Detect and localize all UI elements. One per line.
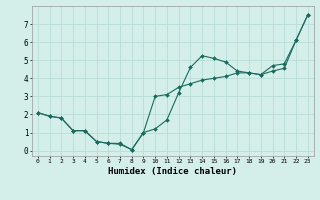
X-axis label: Humidex (Indice chaleur): Humidex (Indice chaleur) [108,167,237,176]
